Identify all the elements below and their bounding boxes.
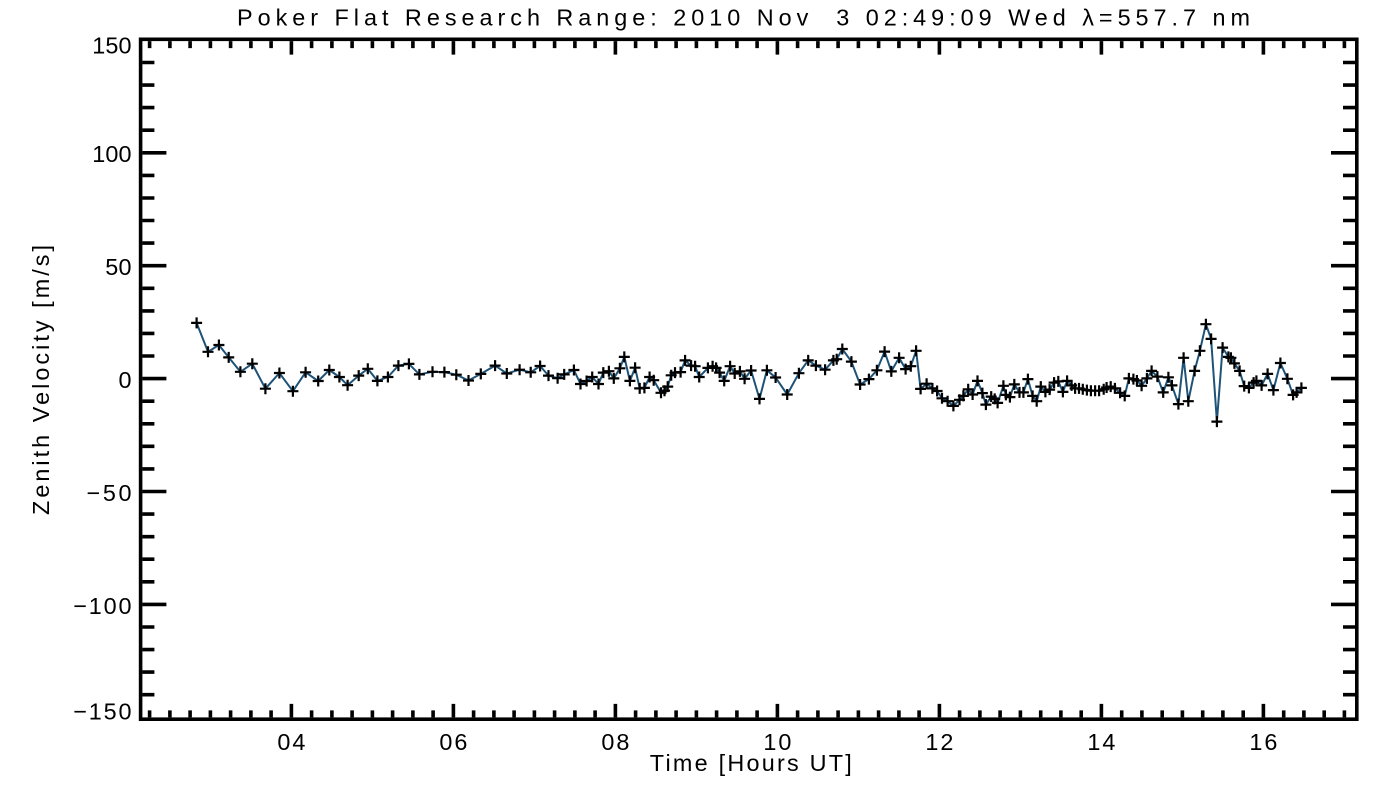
svg-text:−50: −50 [87, 480, 132, 506]
svg-text:Zenith Velocity [m/s]: Zenith Velocity [m/s] [28, 245, 54, 515]
svg-text:06: 06 [439, 729, 467, 755]
svg-text:12: 12 [925, 729, 953, 755]
svg-text:16: 16 [1249, 729, 1277, 755]
svg-text:Time [Hours UT]: Time [Hours UT] [650, 750, 852, 776]
svg-text:04: 04 [277, 729, 305, 755]
svg-text:08: 08 [601, 729, 629, 755]
svg-text:10: 10 [763, 729, 791, 755]
svg-text:0: 0 [118, 367, 131, 393]
svg-text:150: 150 [92, 33, 131, 59]
svg-text:100: 100 [92, 141, 131, 167]
svg-text:50: 50 [105, 254, 131, 280]
svg-text:14: 14 [1087, 729, 1115, 755]
